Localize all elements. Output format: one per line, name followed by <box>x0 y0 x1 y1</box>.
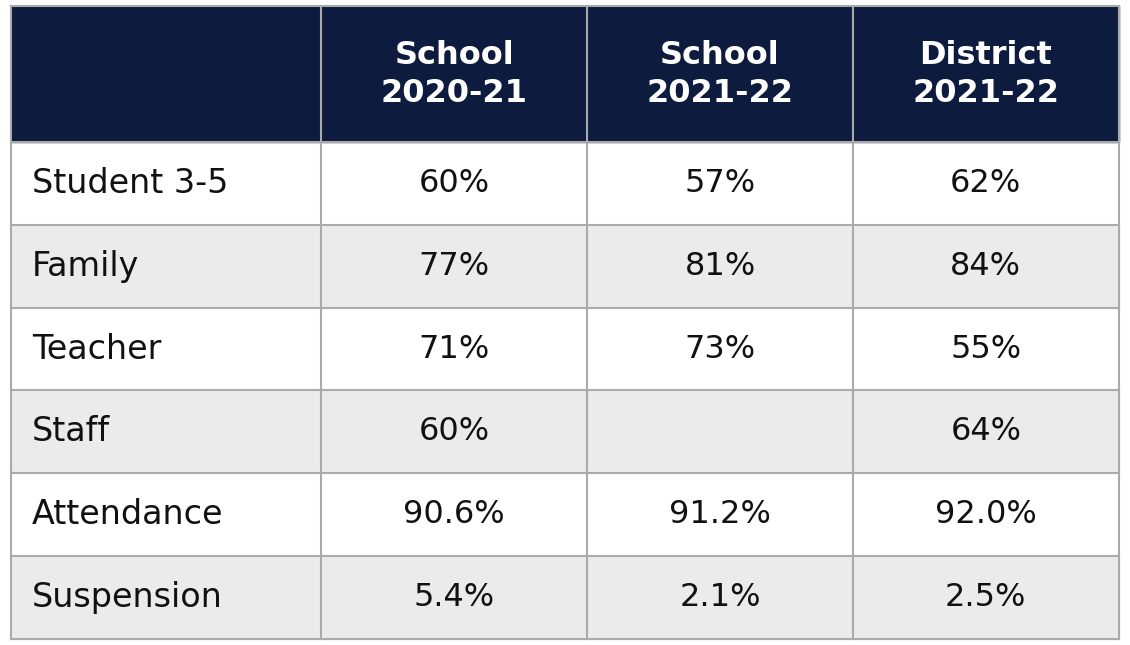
Bar <box>853 225 1119 308</box>
Bar <box>11 556 321 639</box>
Text: 71%: 71% <box>418 333 490 364</box>
Text: 91.2%: 91.2% <box>669 499 771 530</box>
Text: 90.6%: 90.6% <box>403 499 505 530</box>
Text: Family: Family <box>32 250 139 283</box>
Text: 73%: 73% <box>685 333 756 364</box>
Text: 2020-21: 2020-21 <box>381 78 528 109</box>
Bar <box>321 6 588 143</box>
Bar <box>321 308 588 390</box>
Text: Student 3-5: Student 3-5 <box>32 167 228 200</box>
Bar <box>321 225 588 308</box>
Text: 55%: 55% <box>950 333 1022 364</box>
Text: 2.1%: 2.1% <box>679 582 760 613</box>
Text: 62%: 62% <box>950 168 1022 199</box>
Bar <box>11 308 321 390</box>
Bar <box>853 143 1119 225</box>
Bar <box>588 556 853 639</box>
Text: 84%: 84% <box>950 251 1022 282</box>
Text: District: District <box>920 39 1052 70</box>
Text: Attendance: Attendance <box>32 498 223 531</box>
Bar <box>321 390 588 473</box>
Text: 81%: 81% <box>685 251 756 282</box>
Text: School: School <box>394 39 514 70</box>
Bar <box>588 308 853 390</box>
Bar <box>853 6 1119 143</box>
Bar <box>853 473 1119 556</box>
Text: 60%: 60% <box>419 168 489 199</box>
Text: 5.4%: 5.4% <box>414 582 495 613</box>
Text: 64%: 64% <box>950 416 1022 447</box>
Bar <box>588 225 853 308</box>
Bar <box>11 390 321 473</box>
Bar <box>11 473 321 556</box>
Bar <box>588 143 853 225</box>
Text: 2021-22: 2021-22 <box>912 78 1059 109</box>
Bar <box>321 143 588 225</box>
Text: 60%: 60% <box>419 416 489 447</box>
Text: Teacher: Teacher <box>32 333 160 366</box>
Text: Staff: Staff <box>32 415 110 448</box>
Text: 77%: 77% <box>419 251 489 282</box>
Text: 57%: 57% <box>685 168 756 199</box>
Bar <box>588 390 853 473</box>
Bar <box>321 556 588 639</box>
Text: 2.5%: 2.5% <box>945 582 1026 613</box>
Bar <box>853 390 1119 473</box>
Bar <box>11 143 321 225</box>
Bar <box>321 473 588 556</box>
Text: 92.0%: 92.0% <box>935 499 1036 530</box>
Bar <box>853 308 1119 390</box>
Text: 2021-22: 2021-22 <box>646 78 793 109</box>
Text: School: School <box>660 39 780 70</box>
Bar <box>853 556 1119 639</box>
Bar <box>11 6 321 143</box>
Bar <box>588 473 853 556</box>
Bar <box>588 6 853 143</box>
Bar <box>11 225 321 308</box>
Text: Suspension: Suspension <box>32 580 223 613</box>
